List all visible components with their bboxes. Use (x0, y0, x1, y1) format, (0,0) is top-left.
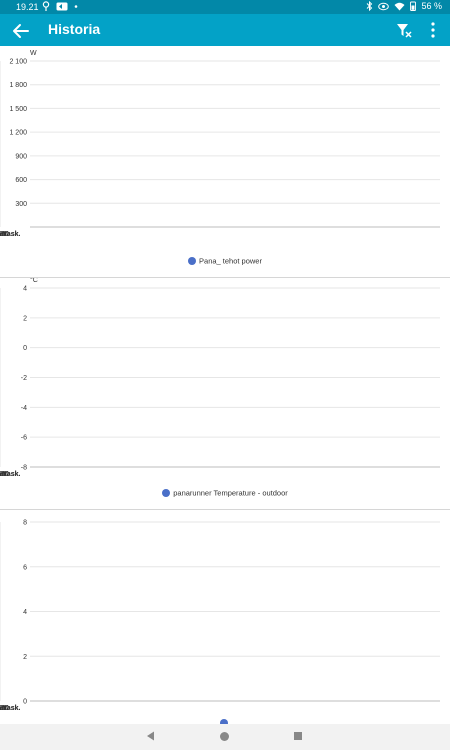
nav-back-icon[interactable] (146, 731, 155, 741)
unit-label: W (30, 50, 37, 57)
temperature-chart-svg: -8 -6 -4 -2 0 2 4°C 17. marrask.6.0012.0018.001… (0, 278, 440, 478)
y-tick-label: 300 (15, 201, 27, 208)
x-tick-label: 18.00 (0, 471, 9, 478)
power-legend: Pana_ tehot power (0, 256, 450, 266)
app-bar: Historia (0, 14, 450, 46)
arrow-back-icon[interactable] (10, 20, 32, 42)
dot-icon (74, 5, 78, 8)
y-tick-label: -8 (21, 465, 27, 472)
page-title: Historia (48, 21, 101, 37)
x-tick-label: 17. marrask. (0, 471, 20, 478)
y-tick-label: 8 (23, 520, 27, 527)
x-tick-label: 6.00 (0, 705, 7, 712)
x-tick-label: 6.00 (0, 231, 7, 238)
y-tick-label: 2 100 (9, 59, 27, 66)
y-tick-label: -2 (21, 375, 27, 382)
y-tick-label: 1 800 (9, 82, 27, 89)
x-tick-label: 17. marrask. (0, 705, 20, 712)
x-tick-label: 6.00 (0, 471, 7, 478)
nav-home-icon[interactable] (220, 732, 229, 741)
legend-dot (162, 489, 171, 498)
y-tick-label: 2 (23, 315, 27, 322)
legend-dot (188, 257, 197, 266)
x-tick-label: 6.00 (0, 471, 7, 478)
legend-dot (219, 719, 228, 724)
y-tick-label: 2 (23, 654, 27, 661)
x-tick-label: 18. marrask. (0, 471, 20, 478)
system-nav-bar (0, 724, 450, 750)
temperature-legend-label: panarunner Temperature - outdoor (173, 488, 288, 498)
x-tick-label: 6.00 (0, 231, 7, 238)
y-tick-label: 6 (23, 564, 27, 571)
y-tick-label: 4 (23, 609, 27, 616)
x-tick-label: 18.00 (0, 231, 9, 238)
y-tick-label: -6 (21, 435, 27, 442)
battery-percent: 56 % (421, 1, 442, 11)
x-tick-label: 12.00 (0, 705, 9, 712)
eye-icon (378, 2, 390, 10)
y-tick-label: 0 (23, 699, 27, 706)
location-icon (42, 1, 50, 11)
y-tick-label: 600 (15, 177, 27, 184)
temperature-chart: -8 -6 -4 -2 0 2 4°C 17. marrask.6.0012.0018.001… (0, 278, 450, 508)
x-tick-label: 12.00 (0, 705, 9, 712)
temperature-legend: panarunner Temperature - outdoor (0, 488, 450, 498)
x-tick-label: 12.00 (0, 471, 9, 478)
third-legend (0, 718, 450, 724)
x-tick-label: 18.00 (0, 231, 9, 238)
x-tick-label: 12.00 (0, 231, 9, 238)
x-tick-label: 18.00 (0, 705, 9, 712)
x-tick-label: 18. marrask. (0, 705, 20, 712)
wifi-icon (394, 2, 405, 10)
status-bar: 19.21 56 % (0, 0, 450, 14)
nav-recent-icon[interactable] (294, 732, 302, 740)
y-tick-label: 0 (23, 345, 27, 352)
x-tick-label: 17. marrask. (0, 231, 20, 238)
bluetooth-icon (367, 1, 373, 11)
status-time: 19.21 (16, 2, 39, 12)
x-tick-label: 18.00 (0, 705, 9, 712)
x-tick-label: 12.00 (0, 231, 9, 238)
app-notification-icon (56, 2, 68, 11)
x-tick-label: 18. marrask. (0, 231, 20, 238)
more-vert-icon[interactable] (428, 21, 438, 39)
filter-clear-icon[interactable] (396, 22, 412, 38)
battery-icon (410, 1, 417, 11)
chart-divider (0, 277, 450, 278)
y-tick-label: 900 (15, 153, 27, 160)
unit-label: °C (30, 278, 38, 284)
y-tick-label: -4 (21, 405, 27, 412)
y-tick-label: 1 200 (9, 130, 27, 137)
y-tick-label: 1 500 (9, 106, 27, 113)
chart-divider (0, 509, 450, 510)
y-tick-label: 4 (23, 286, 27, 293)
x-tick-label: 12.00 (0, 471, 9, 478)
x-tick-label: 18.00 (0, 471, 9, 478)
power-legend-label: Pana_ tehot power (199, 256, 262, 266)
x-tick-label: 6.00 (0, 705, 7, 712)
